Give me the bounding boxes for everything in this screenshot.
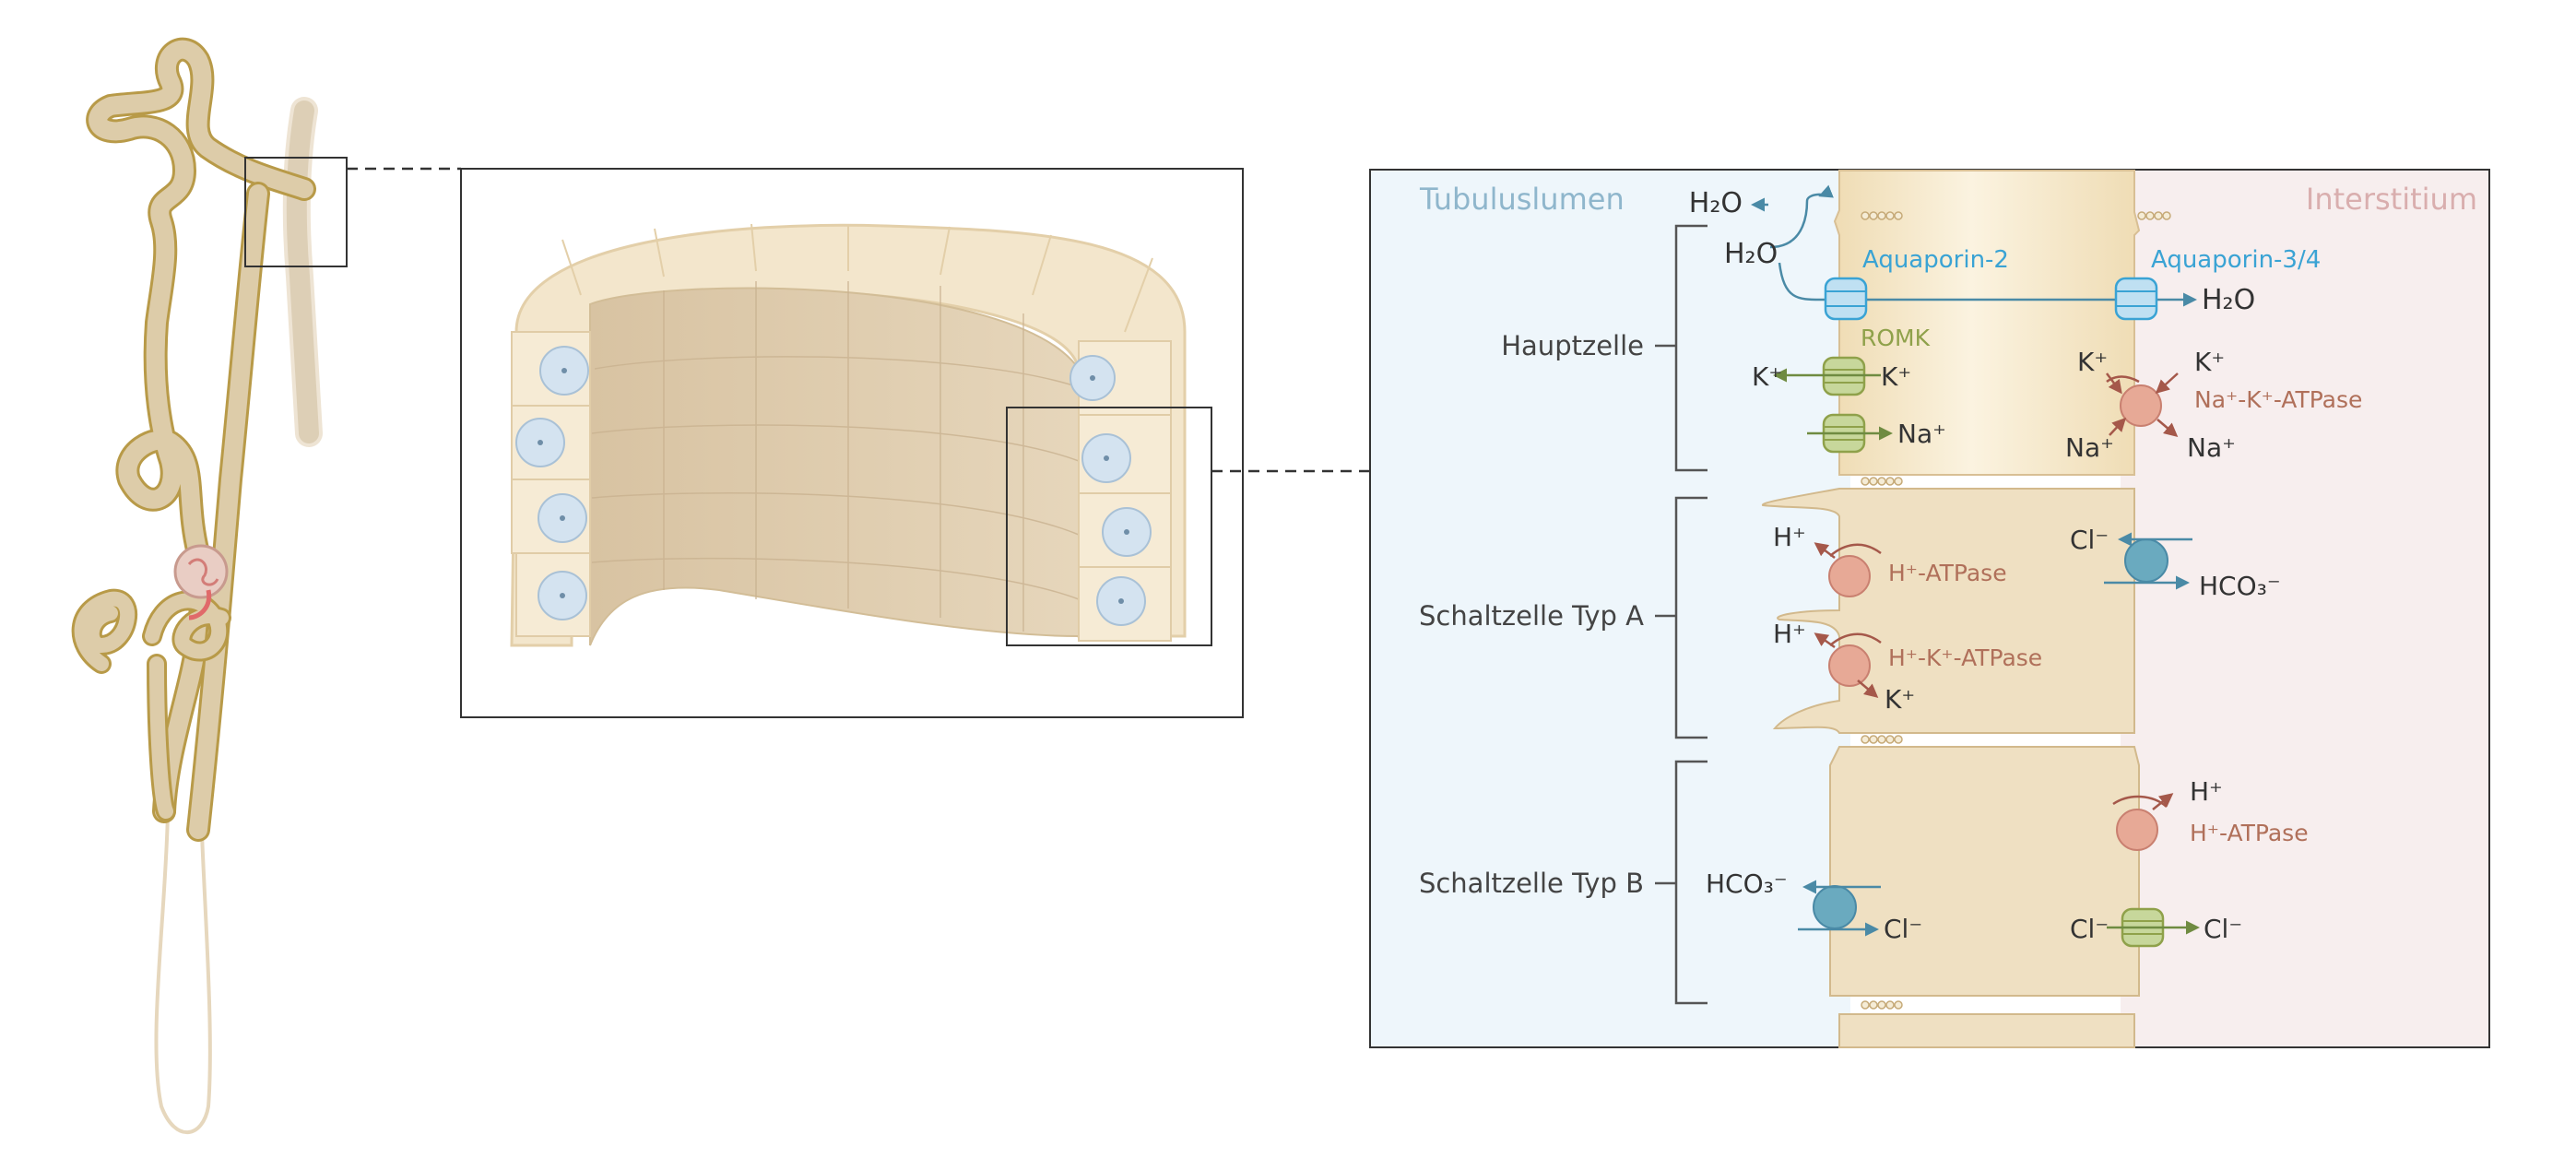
nephron-illustration: [71, 37, 348, 1135]
h-atpase-pump-a: [1828, 555, 1871, 597]
h2o-right-label: H₂O: [2202, 284, 2255, 316]
k-lumen-label: K⁺: [1752, 361, 1782, 392]
transport-panel: Tubuluslumen Interstitium Hauptzelle Sch…: [1369, 169, 2490, 1048]
h2o-mid-label: H₂O: [1724, 238, 1778, 270]
intercalated-b-label: Schaltzelle Typ B: [1419, 868, 1644, 899]
cl-b-baso-in-label: Cl⁻: [2070, 914, 2109, 944]
aquaporin-3-4-label: Aquaporin-3/4: [2151, 246, 2321, 274]
na-cell-label: Na⁺: [1897, 419, 1946, 449]
lumen-region: [1371, 171, 1850, 1046]
cl-b-baso-out-label: Cl⁻: [2204, 914, 2242, 944]
h-a2-label: H⁺: [1773, 619, 1806, 649]
aquaporin-2-channel: [1824, 277, 1868, 321]
h-b-label: H⁺: [2190, 776, 2223, 807]
na-k-atpase-label: Na⁺-K⁺-ATPase: [2194, 386, 2362, 413]
nephron-zoom-box: [244, 157, 348, 267]
k-a-label: K⁺: [1885, 684, 1915, 715]
intercalated-a-label: Schaltzelle Typ A: [1419, 600, 1644, 632]
principal-cell: [1833, 170, 2141, 476]
water-arrow-lumen: [1769, 184, 1834, 249]
cl-b-apical-label: Cl⁻: [1884, 914, 1922, 944]
k-cell-label: K⁺: [1881, 361, 1911, 392]
right-wall-cells: [1069, 340, 1172, 642]
glomerulus: [173, 544, 229, 599]
na-baso-out-label: Na⁺: [2187, 432, 2236, 463]
h-a1-label: H⁺: [1773, 522, 1806, 552]
wall-zoom-box: [1006, 407, 1212, 646]
aquaporin-2-label: Aquaporin-2: [1862, 246, 2009, 274]
h-k-atpase-pump: [1828, 644, 1871, 687]
h-atpase-b-label: H⁺-ATPase: [2190, 820, 2309, 846]
aquaporin-3-4-channel: [2114, 277, 2158, 321]
k-baso-in-label: K⁺: [2077, 347, 2108, 377]
lumen-title: Tubuluslumen: [1419, 182, 1625, 217]
cl-hco3-exchanger-a: [2124, 538, 2168, 583]
k-baso-out-label: K⁺: [2194, 347, 2225, 377]
h2o-top-label: H₂O: [1689, 187, 1743, 219]
hco3-a-label: HCO₃⁻: [2199, 571, 2281, 601]
tubule-cross-section: [460, 168, 1244, 718]
h-atpase-a-label: H⁺-ATPase: [1888, 560, 2007, 586]
na-k-atpase-pump: [2120, 384, 2162, 427]
water-arrow-transcellular: [1778, 262, 2190, 301]
intercalated-cell-b: [1829, 746, 2140, 997]
cl-a-label: Cl⁻: [2070, 525, 2109, 555]
hco3-b-label: HCO₃⁻: [1706, 868, 1788, 899]
interstitium-title: Interstitium: [2306, 182, 2477, 217]
romk-label: ROMK: [1861, 325, 1931, 351]
tight-junctions: [1861, 211, 2171, 1010]
h-atpase-pump-b: [2116, 809, 2158, 851]
h-k-atpase-label: H⁺-K⁺-ATPase: [1888, 644, 2042, 671]
left-wall-cells: [511, 331, 591, 637]
cell-brackets: [1655, 224, 1707, 1005]
principal-cell-label: Hauptzelle: [1501, 330, 1644, 361]
interstitium-region: [2121, 171, 2488, 1046]
na-baso-in-label: Na⁺: [2065, 432, 2114, 463]
cl-hco3-exchanger-b: [1813, 885, 1857, 929]
